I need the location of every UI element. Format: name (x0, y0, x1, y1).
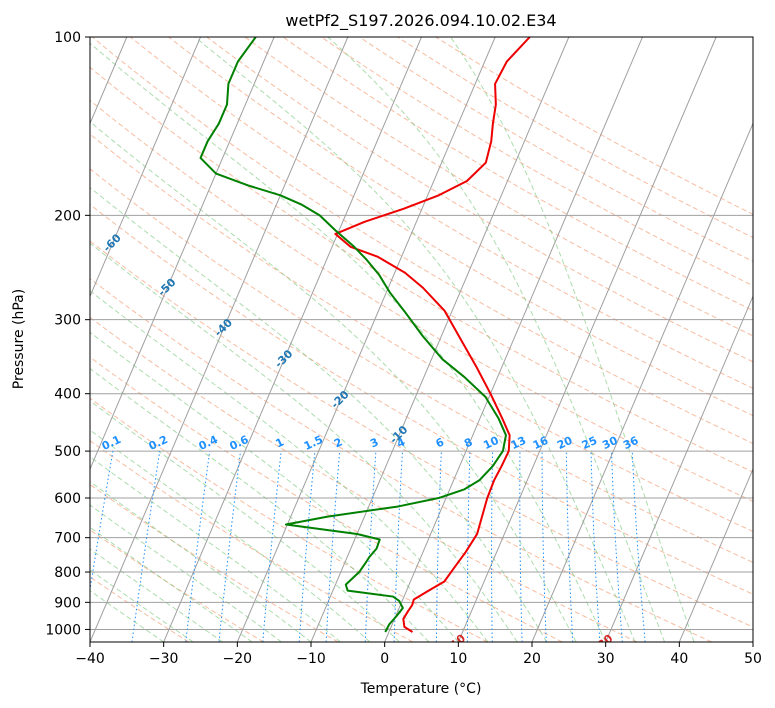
dry-adiabat-line (90, 133, 753, 533)
moist-adiabats (90, 37, 695, 642)
isotherms (90, 37, 753, 642)
dry-adiabat-line (90, 529, 264, 642)
y-tick-label: 700 (54, 531, 81, 547)
y-tick-label: 600 (54, 491, 81, 507)
mixing-ratio-line (298, 451, 316, 642)
isotherm-line (90, 37, 349, 642)
x-tick-label: 20 (523, 651, 541, 667)
y-tick-label: 400 (54, 387, 81, 403)
moist-adiabat-label: 30 (595, 632, 615, 652)
mixing-ratio-lines (90, 451, 646, 642)
mixing-ratio-label: 10 (481, 434, 501, 452)
x-tick-label: −10 (296, 651, 326, 667)
mixing-ratio-label: 13 (509, 434, 528, 452)
moist-adiabat-line (90, 121, 577, 642)
dry-adiabat-line (90, 483, 339, 642)
isotherm-line (678, 467, 753, 642)
y-tick-label: 900 (54, 595, 81, 611)
mixing-ratio-label: 30 (600, 434, 620, 452)
y-tick-label: 1000 (45, 622, 81, 638)
dry-adiabat-line (90, 278, 712, 642)
y-tick-label: 300 (54, 313, 81, 329)
dry-adiabat-line (282, 37, 753, 312)
isotherm-line (236, 37, 496, 642)
moist-adiabat-line (90, 367, 430, 642)
moist-adiabat-label: 10 (448, 631, 468, 651)
moist-adiabat-line (194, 37, 636, 642)
dry-adiabat-line (90, 203, 753, 595)
moist-adiabat-line (90, 569, 194, 642)
dry-adiabat-line (90, 66, 753, 473)
chart-title: wetPf2_S197.2026.094.10.02.E34 (285, 11, 556, 31)
x-axis-ticks: −40 −30 −20 −10 0 10 20 30 40 50 (75, 642, 762, 667)
mixing-ratio-line (262, 451, 282, 642)
dry-adiabat-line (244, 37, 753, 337)
mixing-ratio-label: 36 (621, 434, 641, 452)
moist-adiabat-line (90, 331, 459, 642)
plot-area: 0.10.20.40.611.52346810131620253036-100-… (90, 37, 753, 652)
moist-adiabat-line (90, 242, 518, 642)
dry-adiabat-line (90, 397, 488, 642)
moist-adiabat-line (450, 37, 695, 642)
dry-adiabat-line (206, 37, 753, 363)
x-tick-label: 10 (449, 651, 467, 667)
y-axis-label: Pressure (hPa) (11, 289, 27, 389)
isotherm-line (90, 37, 275, 471)
dry-adiabat-line (90, 356, 563, 642)
moist-adiabat-line (90, 456, 341, 642)
moist-adiabat-line (90, 429, 371, 642)
x-tick-label: −40 (75, 651, 105, 667)
isotherm-line (90, 37, 201, 298)
y-tick-label: 100 (54, 30, 81, 46)
isotherm-line (384, 37, 643, 642)
isotherm-line (605, 295, 753, 642)
isotherm-line (163, 37, 422, 642)
moist-adiabat-line (90, 290, 489, 642)
moist-adiabat-line (90, 186, 548, 642)
moist-adiabat-line (90, 548, 223, 642)
y-axis-ticks: 100 200 300 400 500 600 700 800 900 1000 (45, 30, 90, 638)
x-tick-label: −20 (223, 651, 253, 667)
x-tick-label: 40 (670, 651, 688, 667)
mixing-ratio-label: 25 (580, 434, 599, 452)
mixing-ratio-line (185, 451, 211, 642)
y-tick-label: 800 (54, 565, 81, 581)
mixing-ratio-label: 20 (555, 434, 575, 452)
x-tick-label: −30 (149, 651, 179, 667)
moist-adiabat-line (90, 526, 253, 642)
moist-adiabat-line (90, 590, 164, 642)
isotherm-line (310, 37, 570, 642)
y-tick-label: 500 (54, 444, 81, 460)
x-tick-label: 50 (744, 651, 762, 667)
plot-frame (89, 36, 754, 643)
mixing-ratio-line (90, 451, 114, 593)
isotherm-line (531, 122, 753, 642)
dry-adiabat-line (90, 99, 753, 502)
dewpoint-profile-line (199, 37, 507, 633)
x-tick-label: 30 (597, 651, 615, 667)
x-axis-label: Temperature (°C) (360, 681, 482, 697)
mixing-ratio-line (218, 451, 242, 642)
moist-adiabat-line (327, 37, 666, 642)
x-tick-label: 0 (380, 651, 389, 667)
mixing-ratio-label: 16 (531, 434, 551, 452)
dry-adiabat-line (168, 37, 753, 389)
sounding-profiles (199, 37, 531, 633)
temperature-profile-line (334, 37, 531, 633)
dry-adiabat-line (90, 168, 753, 563)
y-tick-label: 200 (54, 208, 81, 224)
dry-adiabat-line (90, 240, 753, 628)
mixing-ratio-line (131, 451, 161, 642)
pressure-gridlines (90, 37, 753, 630)
isotherm-line (457, 37, 717, 642)
